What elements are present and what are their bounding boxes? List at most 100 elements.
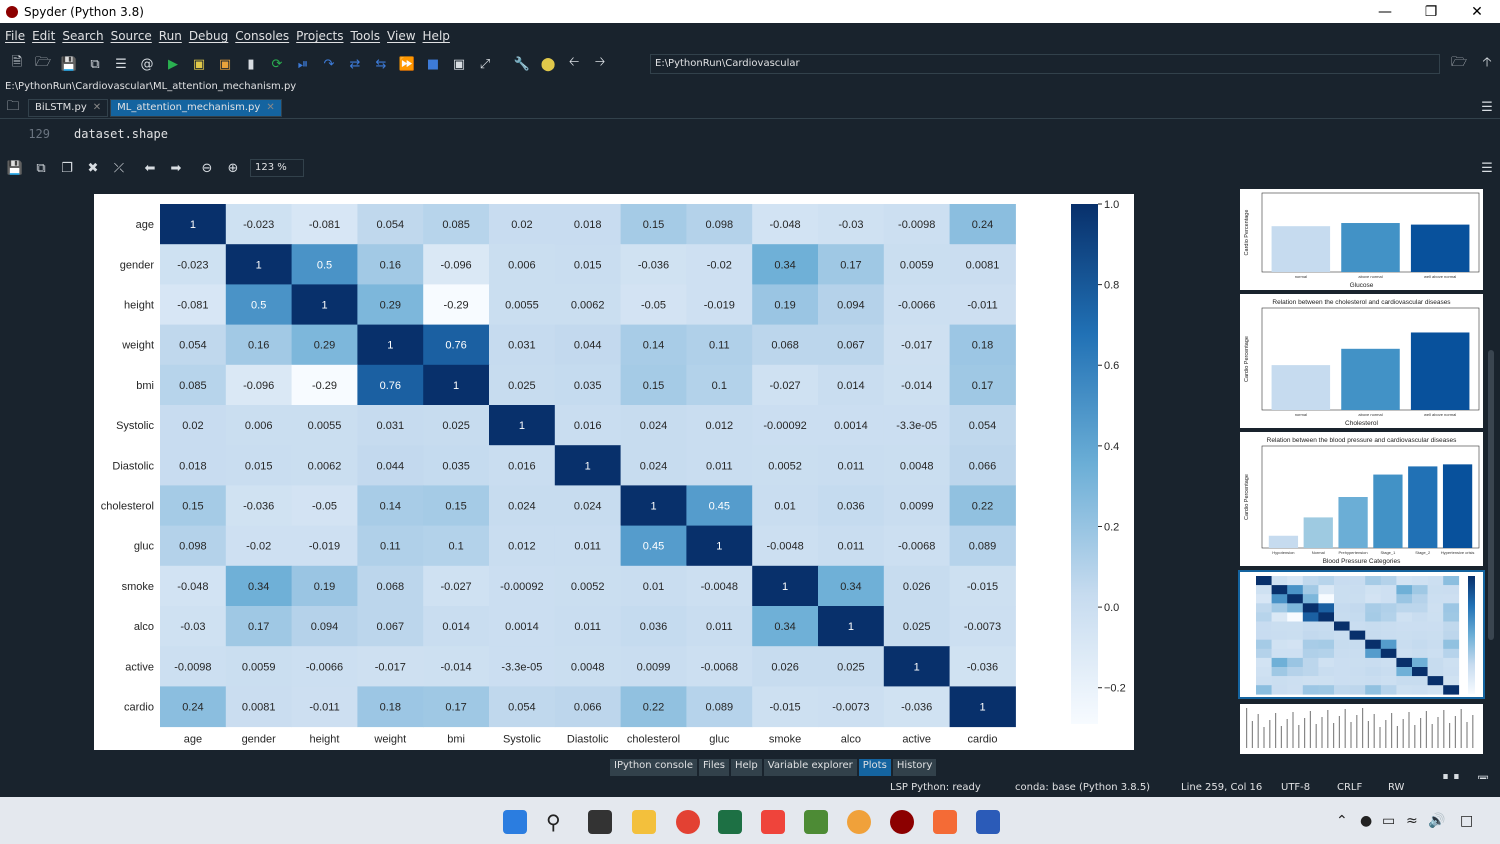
run-cell-advance-icon[interactable]: ▣ [218,56,232,72]
row-tick-label: alco [134,621,154,633]
save-icon[interactable]: 💾 [60,56,78,72]
thumbnail-heatmap-cell [1334,585,1350,595]
file-explorer-icon[interactable] [632,810,656,834]
heatmap-cell-label: 0.054 [969,420,997,432]
excel-icon[interactable] [718,810,742,834]
previous-plot-icon[interactable]: ⬅ [144,160,156,176]
thumbnail-heatmap[interactable] [1238,570,1485,699]
debug-icon[interactable]: ⏯ [297,56,309,72]
jupyter-icon[interactable] [847,810,871,834]
windows-start-icon[interactable] [503,810,527,834]
close-tab-icon[interactable]: ✕ [92,102,102,113]
run-selection-icon[interactable]: ▮ [247,56,255,72]
menu-tools[interactable]: Tools [350,29,381,43]
zoom-level[interactable]: 123 % [250,159,304,177]
parent-directory-icon[interactable]: 🡡 [1482,55,1492,70]
menu-edit[interactable]: Edit [32,29,56,43]
tab-help[interactable]: Help [730,759,762,776]
next-plot-icon[interactable]: ➡ [170,160,182,176]
editor-options-icon[interactable]: ☰ [1481,100,1493,115]
working-directory-input[interactable]: E:\PythonRun\Cardiovascular [650,54,1440,74]
heatmap-cell-label: 0.054 [508,702,536,714]
code-editor[interactable]: 129 dataset.shape [0,120,1500,148]
stop-debug-icon[interactable]: ■ [426,56,440,72]
thumbnail-heatmap-cell [1287,594,1304,604]
heatmap-cell [160,686,227,728]
run-cell-icon[interactable]: ▣ [192,56,206,72]
close-icon[interactable]: ✕ [1471,3,1483,20]
browse-folder-icon[interactable]: 🗁 [1450,55,1468,70]
notifications-icon[interactable]: □ [1460,813,1474,829]
tab-plots[interactable]: Plots [858,759,891,776]
step-return-icon[interactable]: ⇆ [375,56,387,72]
tab-bilstm[interactable]: BiLSTM.py ✕ [28,98,109,117]
maximize-icon[interactable]: ❐ [1424,3,1438,20]
tab-history[interactable]: History [892,759,937,776]
microphone-icon[interactable]: ● [1360,813,1373,829]
continue-icon[interactable]: ⏩ [398,56,416,72]
menu-run[interactable]: Run [158,29,182,43]
tray-chevron-icon[interactable]: ⌃ [1336,813,1348,829]
thumbnail-next-plot[interactable] [1240,704,1483,754]
chrome-icon[interactable] [676,810,700,834]
python-path-icon[interactable]: ⬤ [540,56,556,72]
thumbnail-heatmap-cell [1365,676,1382,686]
at-icon[interactable]: @ [140,56,154,72]
forward-arrow-icon[interactable]: 🡢 [594,55,606,70]
plots-options-icon[interactable]: ☰ [1481,160,1493,176]
new-file-icon[interactable]: 🗎 [11,55,23,70]
menu-debug[interactable]: Debug [188,29,229,43]
battery-icon[interactable]: ▭ [1382,813,1396,829]
task-view-icon[interactable] [588,810,612,834]
save-all-icon[interactable]: ⧉ [90,56,100,72]
maximize-pane-icon[interactable]: ▣ [452,56,466,72]
tab-ipython-console[interactable]: IPython console [610,759,698,776]
menu-source[interactable]: Source [110,29,152,43]
image-app-icon[interactable] [804,810,828,834]
run-icon[interactable]: ▶ [168,56,178,72]
zoom-out-icon[interactable]: ⊖ [201,160,213,176]
menu-consoles[interactable]: Consoles [235,29,290,43]
save-all-plots-icon[interactable]: ⧉ [36,160,46,176]
remove-plot-icon[interactable]: ✖ [87,160,99,176]
search-icon[interactable]: ⚲ [546,810,561,834]
minimize-icon[interactable]: — [1378,3,1392,20]
menu-file[interactable]: File [5,29,26,43]
tab-variable-explorer[interactable]: Variable explorer [763,759,857,776]
step-into-icon[interactable]: ⇄ [349,56,361,72]
word-icon[interactable] [976,810,1000,834]
copy-plot-icon[interactable]: ❐ [61,160,73,176]
thumbnail-cholesterol[interactable]: Relation between the cholesterol and car… [1240,294,1483,428]
remove-all-plots-icon[interactable]: ⤫ [113,160,125,176]
thumbnail-blood-pressure[interactable]: Relation between the blood pressure and … [1240,432,1483,566]
step-icon[interactable]: ↷ [323,56,335,72]
heatmap-cell-label: -3.3e-05 [501,661,542,673]
sublime-icon[interactable] [933,810,957,834]
code-line[interactable]: dataset.shape [74,127,168,141]
fullscreen-icon[interactable]: ⤢ [479,56,491,72]
thumbnail-mark [1420,718,1422,748]
preferences-wrench-icon[interactable]: 🔧 [513,56,531,72]
close-tab-icon[interactable]: ✕ [266,102,275,113]
browse-tabs-icon[interactable]: 🗀 [6,98,20,114]
open-folder-icon[interactable]: 🗁 [34,55,52,70]
thumbnails-scrollbar[interactable] [1488,350,1494,640]
tab-files[interactable]: Files [699,759,729,776]
volume-icon[interactable]: 🔊 [1428,813,1446,829]
wifi-icon[interactable]: ≈ [1406,813,1418,829]
menu-search[interactable]: Search [62,29,104,43]
tab-ml-attention[interactable]: ML_attention_mechanism.py ✕ [110,98,282,117]
zoom-in-icon[interactable]: ⊕ [227,160,239,176]
menu-help[interactable]: Help [422,29,450,43]
menu-view[interactable]: View [387,29,416,43]
thumbnail-heatmap-cell [1427,630,1444,640]
anydesk-icon[interactable] [761,810,785,834]
save-plot-icon[interactable]: 💾 [6,160,24,176]
list-icon[interactable]: ☰ [115,56,127,72]
spyder-taskbar-icon[interactable] [890,810,914,834]
heatmap-cell-label: 0.19 [314,581,335,593]
menu-projects[interactable]: Projects [296,29,344,43]
rerun-icon[interactable]: ⟳ [271,56,283,72]
back-arrow-icon[interactable]: 🡠 [568,55,580,70]
thumbnail-glucose[interactable]: Glucose Cardio Percentage normal above norm… [1240,189,1483,290]
